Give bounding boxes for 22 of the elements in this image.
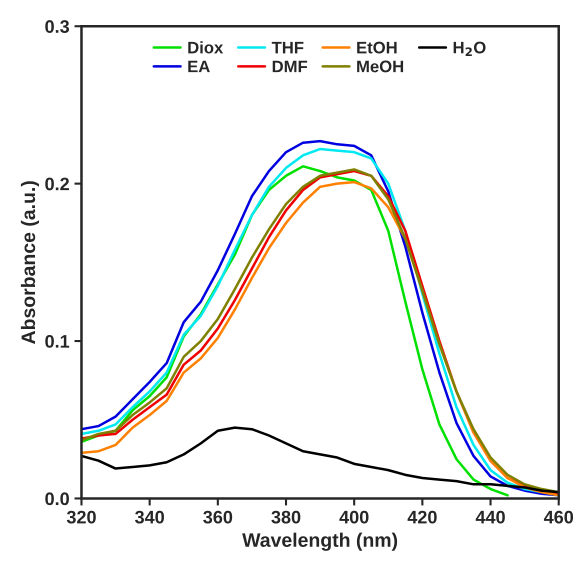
legend-label: THF <box>272 42 304 54</box>
y-axis-title: Absorbance (a.u.) <box>20 181 40 344</box>
line-series <box>81 426 559 494</box>
x-tick-label: 340 <box>135 510 164 524</box>
legend-label: DMF <box>272 60 308 72</box>
legend-label: EtOH <box>357 42 397 54</box>
x-tick-label: 460 <box>544 510 574 524</box>
legend-label: H$_{2}$O <box>454 42 486 56</box>
y-tick-label: 0.0 <box>45 492 69 506</box>
x-tick-label: 400 <box>339 510 369 524</box>
x-axis-title: Wavelength (nm) <box>242 532 398 551</box>
x-tick-label: 360 <box>203 510 232 524</box>
legend-label: EA <box>188 60 210 72</box>
y-tick-label: 0.1 <box>45 334 70 348</box>
y-tick-label: 0.2 <box>45 178 69 190</box>
x-tick-label: 420 <box>408 510 437 524</box>
x-tick-label: 320 <box>66 510 96 524</box>
legend-label: MeOH <box>357 60 404 72</box>
legend-label: Diox <box>188 41 224 54</box>
x-tick-label: 380 <box>271 510 300 524</box>
x-tick-label: 440 <box>476 510 505 524</box>
y-tick-label: 0.3 <box>45 20 70 33</box>
